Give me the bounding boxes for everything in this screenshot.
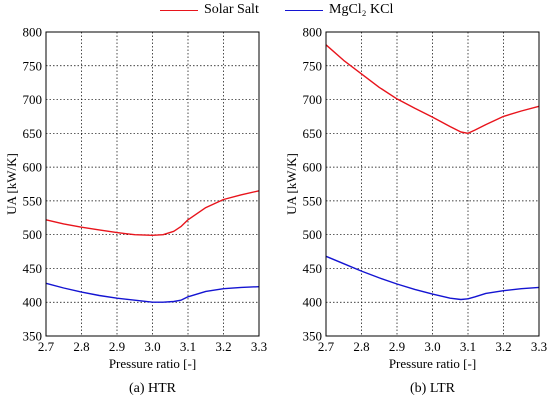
- x-tick-label: 2.9: [389, 339, 405, 354]
- series-line-mgcl2-kcl: [325, 255, 540, 301]
- chart-panel-2: 2.7 2.8 2.9 3.0 3.1 3.2 3.3 350 400 450 500 550 600 6…: [284, 25, 547, 397]
- y-tick-label: 800: [23, 25, 43, 40]
- legend: Solar Salt MgCl₂ KCl: [0, 0, 550, 22]
- x-tick-label: 3.0: [144, 339, 160, 354]
- y-axis-label: UA [kW/K]: [284, 153, 299, 215]
- x-tick-label: 3.2: [495, 339, 511, 354]
- y-tick-label: 600: [303, 160, 323, 175]
- legend-swatch-solar-salt: [160, 9, 198, 11]
- y-tick-label: 450: [303, 261, 323, 276]
- x-axis-label: Pressure ratio [-]: [109, 356, 196, 371]
- y-tick-label: 750: [303, 58, 323, 73]
- y-tick-label: 350: [303, 329, 323, 344]
- x-axis-label: Pressure ratio [-]: [389, 356, 476, 371]
- plot-frame: [325, 31, 540, 337]
- y-tick-label: 650: [303, 126, 323, 141]
- x-tick-label: 3.3: [251, 339, 267, 354]
- x-tick-label: 3.0: [424, 339, 440, 354]
- plot-frame: [45, 31, 260, 337]
- legend-swatch-mgcl2-kcl: [285, 9, 323, 11]
- y-tick-label: 650: [23, 126, 43, 141]
- y-tick-label: 350: [23, 329, 43, 344]
- y-tick-label: 550: [303, 193, 323, 208]
- panel-caption: (b) LTR: [410, 381, 456, 396]
- y-tick-label: 550: [23, 193, 43, 208]
- y-tick-label: 800: [303, 25, 323, 40]
- y-axis-label: UA [kW/K]: [4, 153, 19, 215]
- x-tick-label: 2.8: [73, 339, 89, 354]
- y-tick-label: 750: [23, 58, 43, 73]
- legend-label-mgcl2-kcl: MgCl₂ KCl: [329, 2, 394, 17]
- x-tick-label: 2.7: [38, 339, 55, 354]
- x-tick-label: 2.8: [353, 339, 369, 354]
- y-tick-label: 400: [23, 295, 43, 310]
- panel-caption: (a) HTR: [129, 381, 177, 396]
- y-tick-label: 500: [23, 227, 43, 242]
- x-tick-label: 3.3: [531, 339, 547, 354]
- series-line-solar-salt: [45, 190, 260, 237]
- y-tick-label: 700: [303, 92, 323, 107]
- legend-label-solar-salt: Solar Salt: [204, 2, 259, 17]
- series-line-solar-salt: [325, 44, 540, 135]
- legend-item-solar-salt: Solar Salt: [160, 2, 259, 18]
- y-tick-label: 450: [23, 261, 43, 276]
- series-line-mgcl2-kcl: [45, 282, 260, 303]
- y-tick-label: 400: [303, 295, 323, 310]
- x-tick-label: 3.1: [180, 339, 196, 354]
- x-tick-label: 2.9: [109, 339, 125, 354]
- x-tick-label: 2.7: [318, 339, 335, 354]
- y-tick-label: 600: [23, 160, 43, 175]
- x-tick-label: 3.1: [460, 339, 476, 354]
- y-tick-label: 500: [303, 227, 323, 242]
- chart-panel-1: 2.7 2.8 2.9 3.0 3.1 3.2 3.3 350 400 450 500 550 600 6…: [4, 25, 267, 397]
- x-tick-label: 3.2: [215, 339, 231, 354]
- legend-item-mgcl2-kcl: MgCl₂ KCl: [285, 2, 393, 18]
- y-tick-label: 700: [23, 92, 43, 107]
